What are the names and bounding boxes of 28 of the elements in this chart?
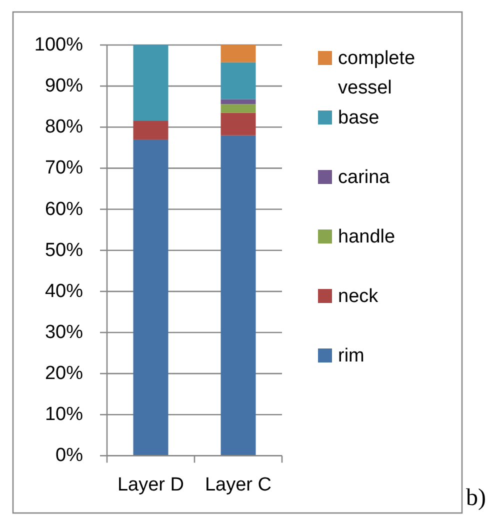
legend-label: handle (338, 226, 396, 247)
bar (220, 99, 256, 104)
bar (133, 139, 168, 456)
bar (133, 120, 168, 140)
bar (220, 45, 256, 62)
y-tick-label: 20% (44, 363, 84, 384)
y-tick-label: 90% (44, 76, 84, 97)
bar (220, 104, 256, 113)
legend-label: carina (338, 166, 390, 188)
y-tick-label: 70% (44, 158, 84, 179)
legend-label: rim (338, 345, 364, 366)
x-tick-label: Layer D (117, 474, 184, 496)
y-tick-label: 80% (44, 116, 84, 138)
text: b) (466, 485, 486, 511)
x-tick-label: Layer C (204, 474, 272, 496)
y-tick-label: 10% (44, 404, 84, 426)
y-tick-label: 60% (44, 198, 84, 220)
bar (220, 62, 256, 100)
y-tick-label: 0% (56, 445, 84, 466)
y-tick-label: 50% (44, 240, 84, 261)
y-tick-label: 30% (44, 322, 84, 343)
bar (220, 135, 256, 456)
bar (133, 45, 168, 121)
bar (220, 112, 256, 136)
legend-label: base (338, 107, 380, 128)
y-tick-label: 40% (44, 280, 84, 302)
legend-label: neck (338, 286, 379, 306)
y-tick-label: 100% (34, 34, 84, 56)
